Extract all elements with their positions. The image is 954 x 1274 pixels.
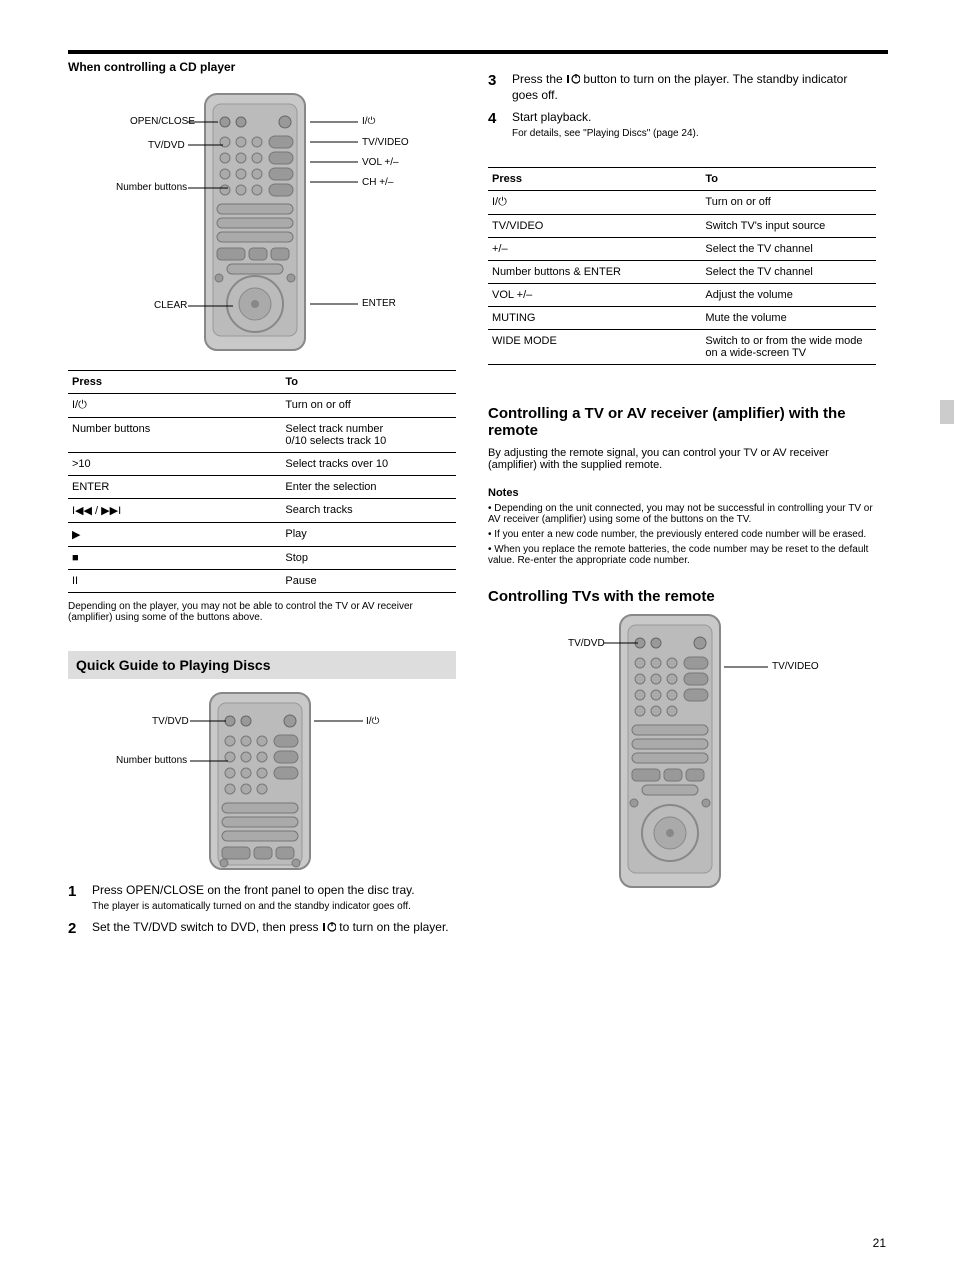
step4-text: Start playback.	[512, 110, 591, 124]
remote-svg-1	[203, 92, 307, 352]
callout-tvdvd-2: TV/DVD	[152, 716, 189, 727]
table-cell: +/–	[488, 238, 701, 261]
control-intro: By adjusting the remote signal, you can …	[488, 447, 876, 471]
note-item: When you replace the remote batteries, t…	[488, 544, 868, 566]
step-num: 4	[488, 110, 512, 139]
remote-diagram-2: TV/DVD Number buttons I/⏻	[68, 691, 456, 871]
remote-diagram-1: OPEN/CLOSE TV/DVD Number buttons CLEAR I…	[68, 82, 456, 362]
callout-tvvideo-3: TV/VIDEO	[772, 661, 819, 672]
table-cell: Number buttons	[68, 418, 281, 453]
step-num: 2	[68, 920, 92, 937]
table-cell: Pause	[281, 570, 456, 593]
table-cell: I◀◀ / ▶▶I	[68, 499, 281, 523]
tv-table-header-left: Press	[488, 168, 701, 191]
cd-table: PressTo I/⏻Turn on or off Number buttons…	[68, 370, 456, 593]
callout-tvvideo: TV/VIDEO	[362, 137, 409, 148]
callout-clear: CLEAR	[154, 300, 187, 311]
step-sub: The player is automatically turned on an…	[92, 901, 456, 912]
step-num: 3	[488, 72, 512, 102]
tv-control-title: Controlling TVs with the remote	[488, 588, 876, 605]
step3-text: button to turn on the player. The standb…	[512, 72, 847, 102]
callout-tvdvd-3: TV/DVD	[568, 638, 605, 649]
notes-head: Notes	[488, 487, 876, 499]
callout-tvdvd: TV/DVD	[148, 140, 185, 151]
page-number: 21	[873, 1236, 886, 1250]
side-tab	[940, 400, 954, 424]
table-cell: Switch to or from the wide mode on a wid…	[701, 330, 876, 365]
quick-steps: 1Press OPEN/CLOSE on the front panel to …	[68, 883, 456, 937]
step-text: Set the TV/DVD switch to DVD, then press	[92, 920, 319, 934]
control-heading: Controlling a TV or AV receiver (amplifi…	[488, 405, 876, 439]
table-cell: TV/VIDEO	[488, 215, 701, 238]
table-cell: Number buttons & ENTER	[488, 261, 701, 284]
callout-numbers: Number buttons	[116, 182, 187, 193]
table-cell: Select the TV channel	[701, 238, 876, 261]
callout-ch: CH +/–	[362, 177, 393, 188]
cd-table-header-left: Press	[68, 371, 281, 394]
table-cell: >10	[68, 453, 281, 476]
top-rule	[68, 50, 888, 54]
table-cell: I/⏻	[488, 191, 701, 215]
callout-enter: ENTER	[362, 298, 396, 309]
tv-table: PressTo I/⏻Turn on or off TV/VIDEOSwitch…	[488, 167, 876, 365]
table-cell: II	[68, 570, 281, 593]
step-num: 1	[68, 883, 92, 912]
table-cell: VOL +/–	[488, 284, 701, 307]
step-text-b: to turn on the player.	[339, 920, 448, 934]
cd-table-note: Depending on the player, you may not be …	[68, 601, 456, 623]
notes-block: Notes • Depending on the unit connected,…	[488, 487, 876, 566]
cd-player-heading: When controlling a CD player	[68, 60, 456, 74]
note-item: If you enter a new code number, the prev…	[494, 529, 866, 540]
table-cell: MUTING	[488, 307, 701, 330]
cd-table-header-right: To	[281, 371, 456, 394]
power-icon	[566, 73, 580, 88]
tv-table-header-right: To	[701, 168, 876, 191]
step4-sub: For details, see "Playing Discs" (page 2…	[512, 128, 876, 139]
right-column: 3Press the button to turn on the player.…	[488, 60, 876, 893]
callout-numbers-2: Number buttons	[116, 755, 187, 766]
table-cell: I/⏻	[68, 394, 281, 418]
table-cell: Adjust the volume	[701, 284, 876, 307]
left-column: When controlling a CD player	[68, 60, 456, 945]
table-cell: ▶	[68, 523, 281, 547]
table-cell: Select the TV channel	[701, 261, 876, 284]
callout-vol: VOL +/–	[362, 157, 399, 168]
table-cell: ENTER	[68, 476, 281, 499]
table-cell: Enter the selection	[281, 476, 456, 499]
callout-power-2: I/⏻	[366, 716, 379, 727]
table-cell: Switch TV's input source	[701, 215, 876, 238]
table-cell: Stop	[281, 547, 456, 570]
table-cell: Search tracks	[281, 499, 456, 523]
table-cell: Select track number 0/10 selects track 1…	[281, 418, 456, 453]
remote-svg-2	[208, 691, 312, 871]
step-text: Press OPEN/CLOSE on the front panel to o…	[92, 883, 415, 897]
table-cell: Turn on or off	[281, 394, 456, 418]
table-cell: Select tracks over 10	[281, 453, 456, 476]
quickguide-heading: Quick Guide to Playing Discs	[68, 651, 456, 679]
table-cell: Play	[281, 523, 456, 547]
note-item: Depending on the unit connected, you may…	[488, 503, 873, 525]
table-cell: ■	[68, 547, 281, 570]
table-cell: WIDE MODE	[488, 330, 701, 365]
step3-lead: Press the	[512, 72, 563, 86]
table-cell: Mute the volume	[701, 307, 876, 330]
power-icon	[322, 921, 336, 936]
remote-diagram-3: TV/DVD TV/VIDEO	[488, 613, 876, 893]
remote-svg-3	[618, 613, 722, 889]
table-cell: Turn on or off	[701, 191, 876, 215]
callout-power: I/⏻	[362, 116, 375, 127]
callout-open-close: OPEN/CLOSE	[130, 116, 195, 127]
